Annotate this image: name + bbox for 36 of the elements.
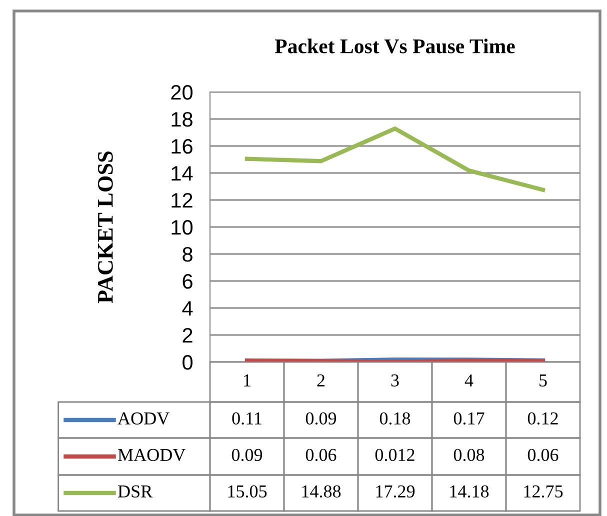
data-label: 0.11 — [232, 412, 262, 425]
x-tick-label: 4 — [464, 374, 474, 386]
x-tick-label: 2 — [317, 374, 325, 386]
y-tick-label: 10 — [172, 220, 193, 235]
data-label: 0.18 — [380, 412, 410, 425]
data-label: 0.17 — [454, 412, 484, 425]
data-label: 17.29 — [376, 485, 415, 498]
data-label: 14.18 — [450, 485, 489, 498]
legend-label: AODV — [118, 412, 170, 425]
data-label: 0.09 — [306, 412, 336, 425]
chart-title: Packet Lost Vs Pause Time — [274, 38, 515, 54]
y-tick-label: 16 — [172, 139, 192, 154]
y-tick-label: 12 — [172, 193, 192, 208]
data-label: 0.06 — [528, 448, 558, 462]
data-label: 0.012 — [375, 448, 414, 462]
y-tick-label: 6 — [182, 274, 192, 289]
y-tick-label: 8 — [182, 247, 192, 262]
data-label: 15.05 — [228, 485, 267, 498]
y-axis-title: PACKET LOSS — [98, 151, 113, 304]
data-label: 0.08 — [454, 448, 484, 462]
x-tick-label: 1 — [244, 374, 250, 386]
y-tick-label: 20 — [171, 85, 193, 100]
data-label: 12.75 — [524, 485, 563, 498]
data-label: 0.09 — [232, 448, 262, 462]
y-tick-label: 14 — [172, 166, 193, 181]
data-label: 0.06 — [306, 448, 336, 462]
legend-label: DSR — [118, 485, 153, 498]
data-label: 0.12 — [528, 412, 558, 425]
x-tick-label: 3 — [391, 374, 399, 387]
y-tick-label: 2 — [182, 328, 192, 343]
y-tick-label: 18 — [172, 112, 192, 127]
y-tick-label: 0 — [182, 355, 193, 370]
x-tick-label: 5 — [540, 374, 547, 387]
legend-label: MAODV — [118, 448, 186, 462]
data-label: 14.88 — [302, 485, 341, 498]
y-tick-label: 4 — [182, 301, 193, 316]
